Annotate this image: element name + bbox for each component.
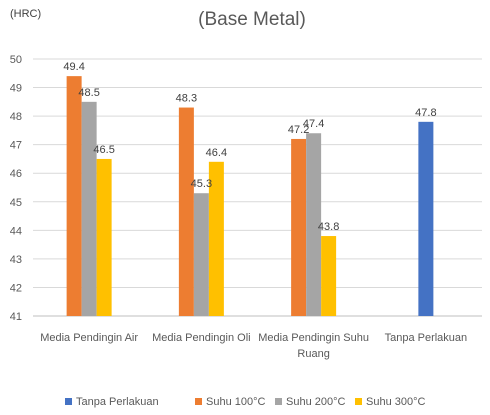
y-tick-label: 50 — [10, 54, 22, 66]
data-label: 47.4 — [303, 118, 324, 130]
data-label: 47.2 — [288, 124, 309, 136]
bar — [178, 107, 194, 317]
bar — [81, 101, 97, 316]
y-tick-label: 46 — [10, 168, 22, 180]
y-tick-label: 41 — [10, 311, 22, 323]
bar — [418, 121, 434, 316]
x-tick-label: Media Pendingin Suhu — [258, 332, 369, 344]
y-tick-label: 44 — [10, 225, 22, 237]
bar — [66, 76, 82, 316]
x-tick-label: Media Pendingin Air — [40, 332, 138, 344]
bar — [193, 193, 209, 316]
legend-swatch — [275, 398, 282, 405]
legend-label: Suhu 100°C — [206, 396, 265, 408]
legend-swatch — [355, 398, 362, 405]
legend-label: Suhu 200°C — [286, 396, 345, 408]
x-tick-label: Media Pendingin Oli — [152, 332, 250, 344]
y-tick-label: 49 — [10, 83, 22, 95]
y-axis-ticks: 41 42 43 44 45 46 47 48 49 50 — [10, 54, 22, 323]
y-tick-label: 43 — [10, 254, 22, 266]
chart-title: (Base Metal) — [198, 9, 306, 30]
y-tick-label: 42 — [10, 282, 22, 294]
data-labels: 49.4 48.5 46.5 48.3 45.3 46.4 47.247.4 43.8 47.8 — [63, 61, 436, 233]
data-label: 43.8 — [318, 221, 339, 233]
data-label: 49.4 — [63, 61, 84, 73]
x-tick-label: Tanpa Perlakuan — [385, 332, 468, 344]
legend-swatch — [195, 398, 202, 405]
bar — [321, 236, 337, 316]
bar — [291, 138, 307, 316]
legend: Tanpa Perlakuan Suhu 100°C Suhu 200°C Suhu … — [65, 396, 425, 408]
x-tick-label: Ruang — [297, 348, 329, 360]
legend-swatch — [65, 398, 72, 405]
data-label: 48.5 — [78, 87, 99, 99]
data-label: 46.5 — [93, 144, 114, 156]
y-tick-label: 45 — [10, 197, 22, 209]
bars — [66, 76, 434, 317]
bar — [208, 161, 224, 316]
y-tick-label: 47 — [10, 140, 22, 152]
bar — [306, 133, 322, 316]
x-axis-ticks: Media Pendingin Air Media Pendingin Oli Me… — [40, 332, 467, 360]
data-label: 47.8 — [415, 107, 436, 119]
legend-label: Tanpa Perlakuan — [76, 396, 159, 408]
data-label: 46.4 — [206, 147, 227, 159]
data-label: 45.3 — [191, 178, 212, 190]
y-tick-label: 48 — [10, 111, 22, 123]
legend-label: Suhu 300°C — [366, 396, 425, 408]
y-axis-label: (HRC) — [10, 8, 41, 20]
bar — [96, 158, 112, 316]
data-label: 48.3 — [176, 93, 197, 105]
